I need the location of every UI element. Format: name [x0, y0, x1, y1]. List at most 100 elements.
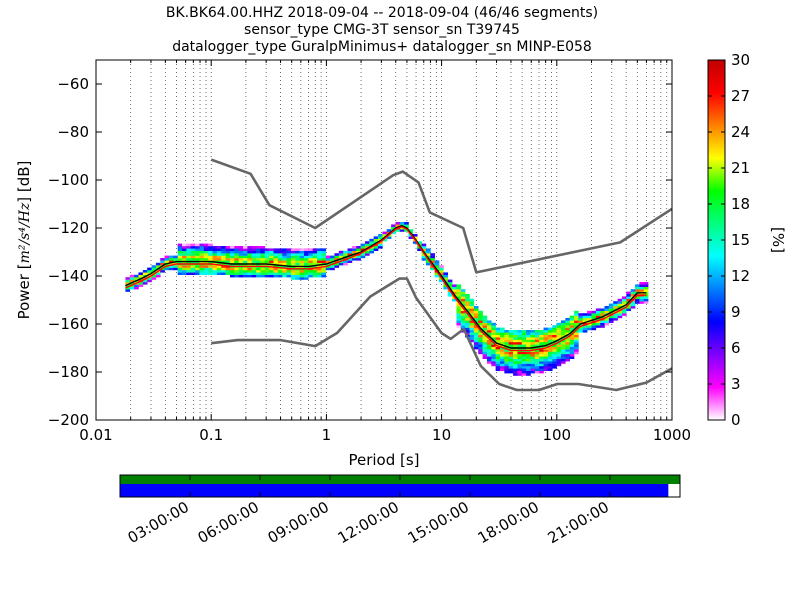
psd-cell — [247, 250, 253, 254]
psd-cell — [221, 250, 226, 254]
psd-cell — [469, 320, 475, 323]
psd-cell — [504, 370, 510, 374]
psd-cell — [251, 270, 257, 273]
psd-cell — [560, 330, 566, 333]
psd-cell — [247, 258, 253, 261]
psd-cell — [212, 270, 218, 273]
psd-cell — [208, 246, 213, 249]
psd-cell — [321, 267, 327, 271]
psd-cell — [521, 373, 527, 376]
psd-cell — [552, 342, 557, 345]
psd-cell — [182, 270, 187, 273]
psd-cell — [216, 260, 222, 263]
psd-cell — [495, 368, 501, 371]
psd-cell — [356, 255, 361, 259]
psd-cell — [234, 246, 239, 249]
psd-cell — [526, 373, 531, 376]
psd-cell — [643, 282, 649, 285]
psd-cell — [534, 368, 540, 371]
psd-cell — [643, 296, 649, 299]
psd-cell — [491, 356, 496, 359]
psd-cell — [391, 226, 396, 230]
psd-cell — [330, 255, 335, 259]
psd-cell — [356, 250, 361, 254]
psd-cell — [547, 363, 553, 367]
psd-cell — [469, 330, 475, 333]
psd-cell — [534, 351, 540, 355]
psd-cell — [443, 286, 449, 290]
psd-cell — [164, 267, 170, 271]
psd-cell — [273, 253, 279, 256]
psd-cell — [229, 274, 235, 278]
psd-cell — [499, 332, 505, 335]
psd-cell — [369, 250, 374, 254]
psd-cell — [439, 279, 444, 283]
psd-cell — [543, 339, 549, 343]
psd-cell — [491, 332, 496, 335]
psd-cell — [299, 260, 305, 263]
psd-cell — [486, 346, 492, 350]
psd-cell — [177, 270, 183, 273]
psd-cell — [460, 315, 466, 319]
psd-cell — [208, 270, 213, 273]
psd-cell — [469, 313, 475, 316]
psd-cell — [504, 366, 510, 369]
psd-cell — [486, 358, 492, 362]
y-axis-label: Power [m²/s⁴/Hz] [dB] — [15, 161, 33, 320]
psd-cell — [574, 327, 579, 331]
psd-cell — [256, 255, 261, 259]
psd-cell — [556, 349, 562, 352]
psd-cell — [277, 265, 283, 268]
psd-cell — [229, 258, 235, 261]
psd-cell — [482, 342, 488, 345]
psd-cell — [486, 325, 492, 328]
psd-cell — [556, 339, 562, 343]
psd-cell — [552, 325, 557, 328]
psd-cell — [491, 327, 496, 331]
psd-cell — [473, 327, 479, 331]
psd-cell — [556, 330, 562, 333]
psd-cell — [303, 260, 309, 263]
psd-cell — [473, 330, 479, 333]
psd-cell — [526, 337, 531, 340]
psd-cell — [621, 298, 627, 302]
psd-cell — [221, 246, 226, 249]
psd-cell — [543, 356, 549, 359]
psd-cell — [425, 250, 431, 254]
psd-cell — [417, 248, 422, 251]
psd-cell — [621, 303, 627, 307]
psd-cell — [173, 265, 178, 268]
psd-cell — [151, 267, 157, 271]
psd-cell — [160, 258, 165, 261]
psd-cell — [569, 339, 575, 343]
psd-cell — [604, 306, 610, 309]
psd-cell — [160, 262, 165, 266]
psd-cell — [177, 246, 183, 249]
psd-cell — [247, 246, 253, 249]
psd-cell — [282, 258, 287, 261]
psd-cell — [491, 337, 496, 340]
psd-cell — [364, 243, 370, 247]
psd-cell — [504, 361, 510, 364]
psd-cell — [534, 366, 540, 369]
psd-cell — [190, 272, 196, 275]
psd-cell — [199, 250, 205, 254]
psd-cell — [495, 332, 501, 335]
psd-cell — [203, 272, 209, 275]
psd-cell — [312, 272, 318, 275]
psd-cell — [212, 267, 218, 271]
psd-cell — [364, 250, 370, 254]
psd-cell — [186, 255, 192, 259]
psd-cell — [199, 267, 205, 271]
psd-cell — [177, 265, 183, 268]
psd-cell — [608, 315, 614, 319]
psd-cell — [460, 289, 466, 292]
psd-cell — [530, 363, 536, 367]
psd-cell — [343, 253, 348, 256]
psd-cell — [182, 243, 187, 247]
psd-cell — [317, 265, 322, 268]
psd-cell — [182, 246, 187, 249]
psd-cell — [369, 241, 374, 244]
psd-cell — [595, 318, 601, 321]
y-axis-ticks: −200 −180 −160 −140 −120 −100 −80 −60 — [48, 75, 672, 429]
